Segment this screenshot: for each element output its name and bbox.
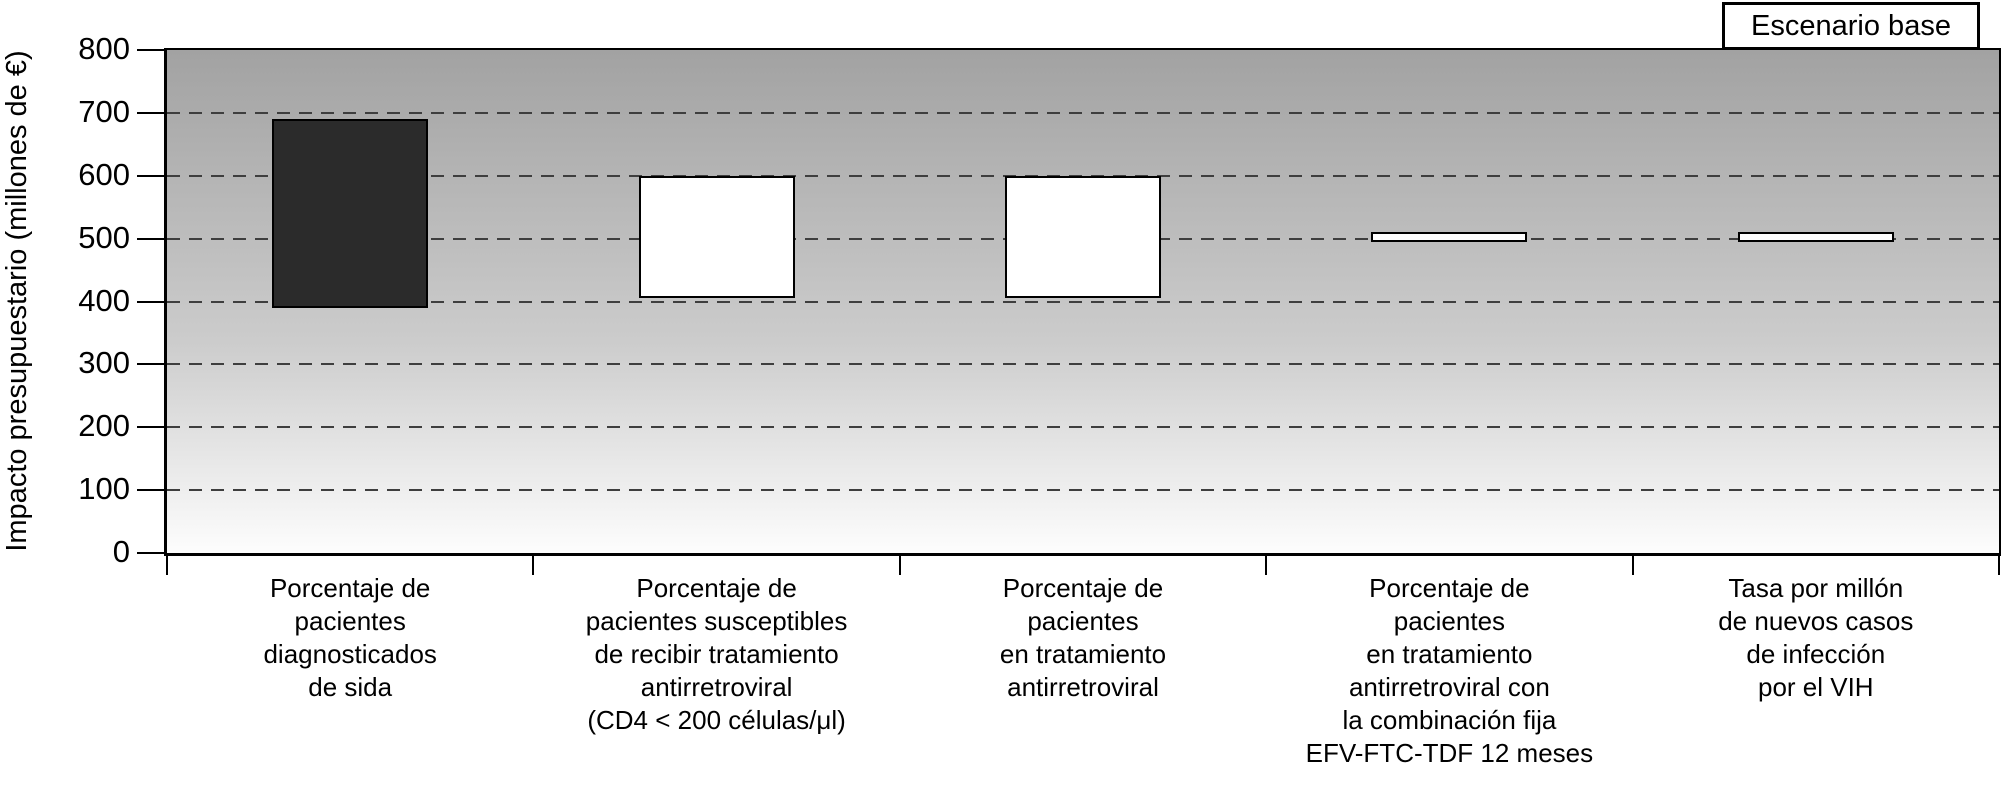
gridline-200 [167,426,1999,429]
y-tick-200 [137,426,166,429]
y-tick-0 [137,552,166,554]
category-label-1: Porcentaje de pacientes diagnosticados d… [263,573,437,702]
range-bar-3 [1005,175,1161,299]
range-bar-4 [1371,232,1528,242]
gridline-700 [167,111,1999,114]
y-tick-label-200: 200 [78,408,130,444]
y-tick-label-300: 300 [78,345,130,381]
category-label-4: Porcentaje de pacientes en tratamiento a… [1305,573,1594,768]
y-tick-600 [137,174,166,177]
y-tick-label-700: 700 [78,93,130,129]
y-tick-500 [137,237,166,240]
y-tick-label-0: 0 [112,534,130,569]
y-tick-label-600: 600 [78,156,130,192]
legend-label: Escenario base [1751,9,1951,42]
legend-box: Escenario base [1722,2,1980,50]
x-tick-3 [1265,553,1268,575]
range-bar-1 [272,119,429,308]
category-label-2: Porcentaje de pacientes susceptibles de … [585,573,848,735]
range-bar-2 [638,175,795,299]
x-tick-5 [1998,553,2000,575]
y-tick-label-500: 500 [78,219,130,255]
y-tick-300 [137,363,166,366]
y-axis-title: Impacto presupuestario (millones de €) [1,50,33,552]
gridline-400 [167,300,1999,303]
x-tick-1 [532,553,535,575]
x-tick-4 [1631,553,1634,575]
y-tick-800 [137,49,166,51]
y-tick-400 [137,300,166,303]
x-tick-2 [898,553,901,575]
gridline-100 [167,489,1999,492]
plot-area [167,50,1999,553]
y-tick-label-800: 800 [78,31,130,66]
category-label-5: Tasa por millón de nuevos casos de infec… [1718,573,1914,702]
range-bar-5 [1737,232,1894,242]
gridline-300 [167,363,1999,366]
y-tick-100 [137,489,166,492]
y-tick-700 [137,111,166,114]
x-tick-0 [166,553,168,575]
y-tick-label-100: 100 [78,471,130,507]
category-label-3: Porcentaje de pacientes en tratamiento a… [999,573,1167,702]
y-tick-label-400: 400 [78,282,130,318]
